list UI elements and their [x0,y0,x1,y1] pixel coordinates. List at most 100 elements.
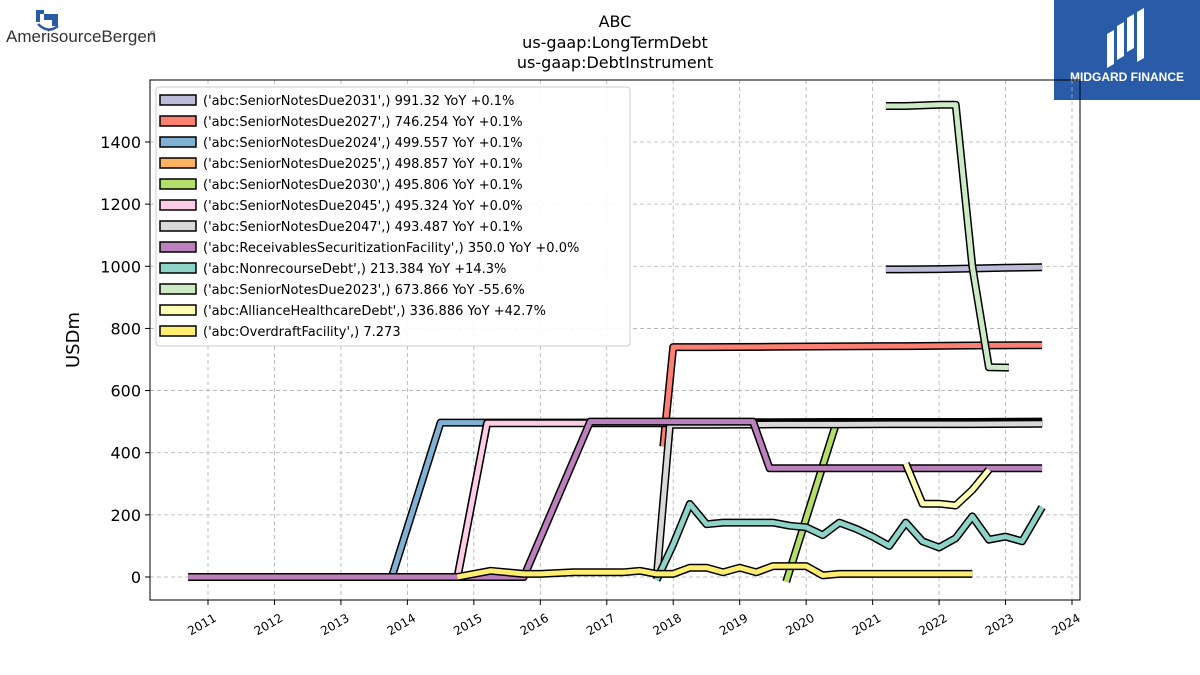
x-tick-label: 2019 [717,611,750,638]
series-2-line [660,342,1043,447]
y-tick-label: 800 [110,319,141,338]
legend-swatch [159,94,197,106]
y-axis-label: USDm [63,312,84,368]
series-5 [782,418,1043,583]
legend-item: ('abc:SeniorNotesDue2027',) 746.254 YoY … [159,115,523,130]
series-1-line [885,264,1043,272]
x-tick-label: 2024 [1049,611,1082,638]
legend-label: ('abc:AllianceHealthcareDebt',) 336.886 … [203,304,546,319]
legend-swatch [159,136,197,148]
series-4-line [454,419,1043,580]
series-2 [659,341,1043,447]
series-12 [456,562,973,581]
legend-label: ('abc:SeniorNotesDue2047',) 493.487 YoY … [203,220,523,235]
legend-swatch [159,220,197,232]
series-8 [188,417,1043,581]
brand-logo-mark-icon [1107,8,1144,68]
x-tick-label: 2018 [651,611,684,638]
legend-item: ('abc:OverdraftFacility',) 7.273 [159,325,401,340]
company-logo: AmerisourceBergen ® [6,10,156,46]
series-11 [902,462,992,510]
legend-swatch [159,115,197,127]
x-tick-label: 2017 [584,611,617,638]
series-5-outline [782,418,1043,583]
legend-label: ('abc:NonrecourseDebt',) 213.384 YoY +14… [203,262,506,277]
legend-item: ('abc:SeniorNotesDue2025',) 498.857 YoY … [159,157,523,172]
brand-logo: MIDGARD FINANCE [1054,0,1200,100]
legend-item: ('abc:SeniorNotesDue2030',) 495.806 YoY … [159,178,523,193]
legend-label: ('abc:SeniorNotesDue2024',) 499.557 YoY … [203,136,523,151]
legend-swatch [159,304,197,316]
x-axis: 2011 2012 2013 2014 2015 2016 2017 2018 2019 2020… [185,600,1083,638]
legend-label: ('abc:SeniorNotesDue2045',) 495.324 YoY … [203,199,523,214]
y-tick-label: 1000 [100,257,141,276]
legend-item: ('abc:SeniorNotesDue2023',) 673.866 YoY … [159,283,525,298]
y-tick-label: 400 [110,444,141,463]
legend-label: ('abc:ReceivablesSecuritizationFacility'… [203,241,579,256]
legend-swatch [159,241,197,253]
legend-item: ('abc:SeniorNotesDue2045',) 495.324 YoY … [159,199,523,214]
y-tick-label: 0 [131,568,141,587]
legend-swatch [159,157,197,169]
chart-title-line-3: us-gaap:DebtInstrument [517,53,713,72]
series-10 [885,100,1009,372]
legend-swatch [159,199,197,211]
y-tick-label: 200 [110,506,141,525]
x-tick-label: 2020 [783,611,816,638]
series-8-outline [188,417,1043,581]
x-tick-label: 2022 [916,611,949,638]
legend-swatch [159,283,197,295]
series-12-line [456,563,973,580]
series-6 [453,419,1043,580]
series-8-line [188,419,1043,580]
legend: ('abc:SeniorNotesDue2031',) 991.32 YoY +… [155,86,631,347]
series-9 [652,500,1046,582]
series-layer [188,100,1046,583]
company-logo-mark-icon [36,10,59,31]
legend-box [155,86,631,347]
legend-item: ('abc:SeniorNotesDue2031',) 991.32 YoY +… [159,94,514,109]
legend-item: ('abc:SeniorNotesDue2024',) 499.557 YoY … [159,136,523,151]
y-axis: 0 200 400 600 800 1000 1200 1400 [100,133,150,587]
legend-label: ('abc:SeniorNotesDue2030',) 495.806 YoY … [203,178,523,193]
company-logo-text: AmerisourceBergen [6,27,156,46]
series-6-outline [453,419,1043,580]
chart-title-line-1: ABC [599,12,632,31]
x-tick-label: 2013 [318,611,351,638]
legend-label: ('abc:SeniorNotesDue2027',) 746.254 YoY … [203,115,523,130]
legend-item: ('abc:AllianceHealthcareDebt',) 336.886 … [159,304,546,319]
series-9-line [654,501,1045,582]
series-7 [652,419,1043,579]
legend-item: ('abc:SeniorNotesDue2047',) 493.487 YoY … [159,220,523,235]
series-1 [885,263,1043,274]
series-7-outline [652,419,1043,579]
legend-swatch [159,325,197,337]
brand-logo-text: MIDGARD FINANCE [1070,70,1184,84]
series-4-outline [453,418,1043,580]
plot-frame [149,79,1081,601]
series-11-line [903,462,991,508]
legend-item: ('abc:NonrecourseDebt',) 213.384 YoY +14… [159,262,506,277]
chart-title: ABC us-gaap:LongTermDebt us-gaap:DebtIns… [517,12,713,72]
y-tick-label: 1200 [100,195,141,214]
chart-title-line-2: us-gaap:LongTermDebt [522,33,708,52]
series-10-line [885,102,1009,371]
x-tick-label: 2021 [850,611,883,638]
legend-label: ('abc:SeniorNotesDue2031',) 991.32 YoY +… [203,94,514,109]
company-logo-registered-mark: ® [150,30,156,38]
legend-swatch [159,262,197,274]
series-7-line [654,421,1043,579]
series-6-line [454,420,1043,580]
legend-label: ('abc:OverdraftFacility',) 7.273 [203,325,401,340]
x-tick-label: 2015 [451,611,484,638]
legend-swatch [159,178,197,190]
legend-label: ('abc:SeniorNotesDue2025',) 498.857 YoY … [203,157,523,172]
legend-item: ('abc:ReceivablesSecuritizationFacility'… [159,241,579,256]
x-tick-label: 2023 [983,611,1016,638]
y-tick-label: 1400 [100,133,141,152]
x-tick-label: 2011 [185,611,218,638]
x-tick-label: 2016 [518,611,551,638]
x-tick-label: 2012 [252,611,285,638]
y-tick-label: 600 [110,382,141,401]
